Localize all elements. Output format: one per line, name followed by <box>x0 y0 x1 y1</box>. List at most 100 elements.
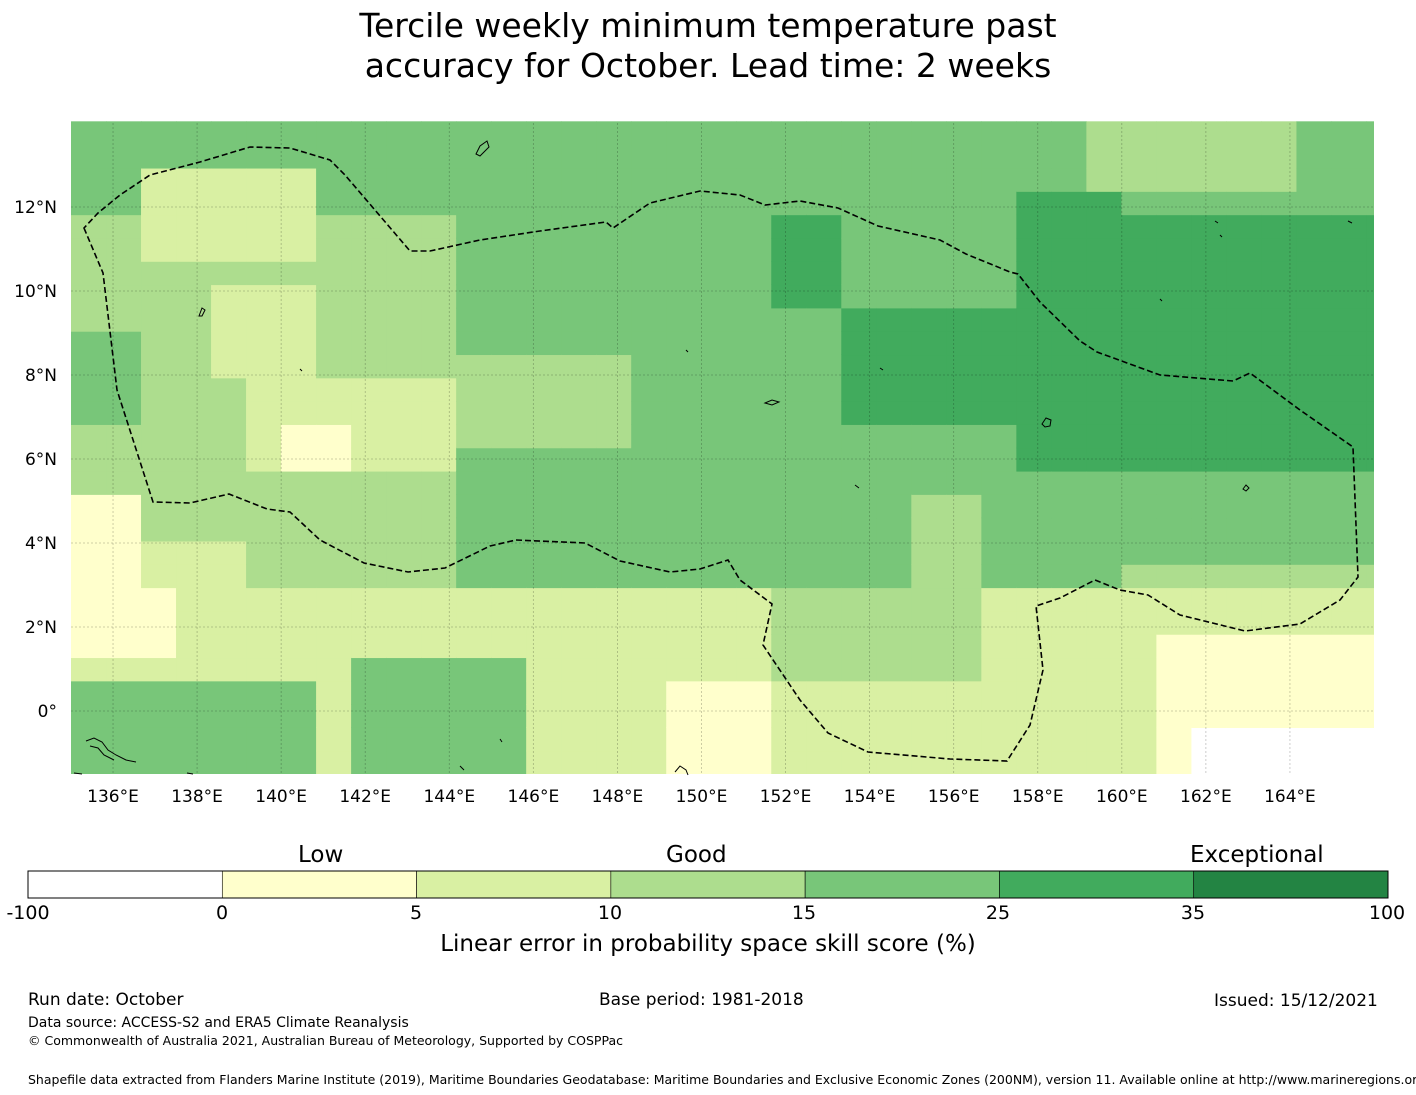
grid-cell <box>386 261 422 286</box>
grid-cell <box>596 191 632 216</box>
grid-cell <box>841 494 877 519</box>
grid-cell <box>1156 494 1193 519</box>
grid-cell <box>1331 447 1368 472</box>
grid-cell <box>1296 540 1333 565</box>
grid-cell <box>456 331 492 356</box>
grid-cell <box>946 610 982 635</box>
grid-cell <box>71 704 107 728</box>
grid-cell <box>1226 727 1263 752</box>
grid-cell <box>701 494 737 519</box>
grid-cell <box>1051 191 1087 216</box>
grid-cell <box>386 727 422 752</box>
grid-cell <box>1086 564 1122 589</box>
grid-cell <box>981 494 1017 519</box>
grid-cell <box>491 610 527 635</box>
grid-cell <box>386 284 422 309</box>
grid-cell <box>631 610 667 635</box>
grid-cell <box>1121 307 1157 332</box>
grid-cell <box>141 331 177 356</box>
map-gridlines <box>71 123 1374 774</box>
grid-cell <box>631 680 667 705</box>
grid-cell <box>666 237 702 262</box>
grid-cell <box>1226 307 1263 332</box>
grid-cell <box>246 307 282 332</box>
grid-cell <box>1191 354 1228 379</box>
grid-cell <box>386 331 422 356</box>
grid-cell <box>841 610 877 635</box>
grid-cell <box>106 237 142 262</box>
grid-cell <box>561 680 597 705</box>
grid-cell <box>281 587 317 612</box>
grid-cell <box>1156 657 1193 682</box>
grid-cell <box>631 284 667 309</box>
grid-cell <box>876 307 912 332</box>
grid-cell <box>946 237 982 262</box>
grid-cell <box>1051 144 1087 169</box>
grid-cell <box>141 704 177 728</box>
grid-cell <box>106 657 142 682</box>
colorbar-tick: 35 <box>1180 902 1206 924</box>
grid-cell <box>666 354 702 379</box>
grid-cell <box>141 191 177 216</box>
grid-cell <box>1261 354 1298 379</box>
grid-cell <box>71 167 107 192</box>
grid-cell <box>596 377 632 402</box>
grid-cell <box>1016 214 1052 239</box>
grid-cell <box>1016 167 1052 192</box>
longitude-label: 136°E <box>87 787 139 807</box>
grid-cell <box>1156 237 1193 262</box>
grid-cell <box>1156 284 1193 309</box>
grid-cell <box>946 214 982 239</box>
grid-cell <box>806 377 842 402</box>
grid-cell <box>1191 424 1228 449</box>
grid-cell <box>1296 167 1333 192</box>
grid-cell <box>316 121 352 146</box>
grid-cell <box>1086 540 1122 565</box>
grid-cell <box>211 144 247 169</box>
grid-cell <box>911 401 947 425</box>
grid-cell <box>876 494 912 519</box>
grid-cell <box>1086 750 1122 774</box>
grid-cell <box>1086 401 1122 425</box>
grid-cell <box>106 587 142 612</box>
grid-cell <box>141 307 177 332</box>
grid-cell <box>1086 424 1122 449</box>
grid-cell <box>1366 494 1374 519</box>
grid-cell <box>456 401 492 425</box>
grid-cell <box>1191 237 1228 262</box>
grid-cell <box>981 470 1017 495</box>
grid-cell <box>71 540 107 565</box>
grid-cell <box>491 401 527 425</box>
grid-cell <box>421 657 457 682</box>
grid-cell <box>596 307 632 332</box>
grid-cell <box>596 657 632 682</box>
grid-cell <box>736 587 772 612</box>
grid-cell <box>526 424 562 449</box>
colorbar-tick: 10 <box>597 902 623 924</box>
grid-cell <box>351 727 387 752</box>
grid-cell <box>631 540 667 565</box>
grid-cell <box>1226 680 1263 705</box>
grid-cell <box>596 680 632 705</box>
grid-cell <box>106 447 142 472</box>
grid-cell <box>246 237 282 262</box>
grid-cell <box>1366 657 1374 682</box>
grid-cell <box>246 470 282 495</box>
grid-cell <box>981 424 1017 449</box>
grid-cell <box>281 517 317 542</box>
grid-cell <box>1226 470 1263 495</box>
grid-cell <box>666 377 702 402</box>
grid-cell <box>176 750 212 774</box>
grid-cell <box>911 704 947 728</box>
grid-cell <box>946 540 982 565</box>
grid-cell <box>596 261 632 286</box>
grid-cell <box>351 610 387 635</box>
grid-cell <box>141 494 177 519</box>
grid-cell <box>701 354 737 379</box>
grid-cell <box>1191 634 1228 659</box>
grid-cell <box>1331 494 1368 519</box>
grid-cell <box>911 587 947 612</box>
grid-cell <box>491 634 527 659</box>
grid-cell <box>1121 517 1157 542</box>
grid-cell <box>491 284 527 309</box>
